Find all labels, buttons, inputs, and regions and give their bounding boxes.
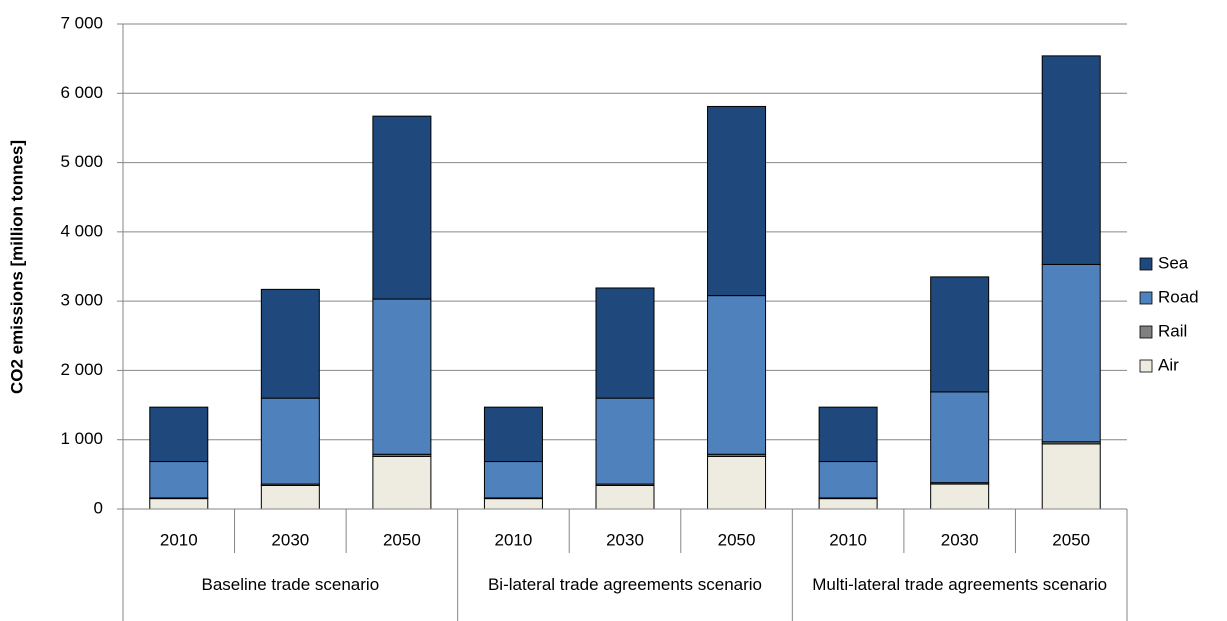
- bar-segment: [372, 455, 432, 510]
- bar-segment: [260, 397, 320, 485]
- bar-segment: [707, 295, 767, 455]
- bar-segment: [372, 115, 432, 300]
- group-label-box: Bi-lateral trade agreements scenario: [487, 575, 762, 594]
- x-tick-label: 2010: [495, 530, 533, 549]
- y-axis-title: CO2 emissions [million tonnes]: [7, 140, 26, 394]
- bar-segment: [483, 461, 543, 499]
- y-tick-label: 3 000: [60, 291, 103, 310]
- legend-swatch: [1139, 291, 1153, 305]
- bar-segment: [149, 498, 209, 510]
- bar-segment: [149, 461, 209, 499]
- bar-segment: [260, 288, 320, 399]
- legend-label: Rail: [1158, 321, 1187, 340]
- group-label: Baseline trade scenario: [201, 575, 380, 594]
- x-tick-label: 2010: [829, 530, 867, 549]
- bar-segment: [149, 406, 209, 463]
- bar-segment: [595, 287, 655, 399]
- bar-segment: [818, 498, 878, 510]
- x-tick-label: 2050: [718, 530, 756, 549]
- bar-segment: [707, 455, 767, 510]
- group-label-box: Baseline trade scenario: [201, 575, 380, 594]
- legend-label: Air: [1158, 355, 1179, 374]
- y-tick-label: 5 000: [60, 152, 103, 171]
- x-tick-label: 2030: [271, 530, 309, 549]
- legend-swatch: [1139, 359, 1153, 373]
- bar-segment: [1041, 55, 1101, 265]
- x-tick-label: 2050: [383, 530, 421, 549]
- group-label: Bi-lateral trade agreements scenario: [487, 575, 762, 594]
- y-tick-label: 7 000: [60, 13, 103, 32]
- bar-segment: [930, 391, 990, 484]
- y-tick-label: 4 000: [60, 221, 103, 240]
- bar-segment: [372, 298, 432, 455]
- y-tick-label: 0: [94, 498, 103, 517]
- bar-segment: [818, 461, 878, 499]
- bar-segment: [483, 498, 543, 510]
- bar-segment: [1041, 263, 1101, 443]
- group-label: Multi-lateral trade agreements scenario: [812, 575, 1108, 594]
- y-tick-label: 6 000: [60, 83, 103, 102]
- y-tick-label: 1 000: [60, 429, 103, 448]
- x-tick-label: 2030: [606, 530, 644, 549]
- legend-swatch: [1139, 257, 1153, 271]
- bar-segment: [707, 105, 767, 297]
- x-tick-label: 2010: [160, 530, 198, 549]
- bar-segment: [818, 406, 878, 463]
- bar-segment: [930, 483, 990, 510]
- bar-segment: [260, 484, 320, 510]
- bar-segment: [595, 397, 655, 485]
- x-tick-label: 2050: [1052, 530, 1090, 549]
- bar-segment: [930, 276, 990, 393]
- x-tick-label: 2030: [941, 530, 979, 549]
- legend-label: Sea: [1158, 253, 1189, 272]
- bar-segment: [595, 484, 655, 510]
- bar-segment: [483, 406, 543, 463]
- legend-label: Road: [1158, 287, 1199, 306]
- legend-swatch: [1139, 325, 1153, 339]
- bar-segment: [1041, 443, 1101, 510]
- group-label-box: Multi-lateral trade agreements scenario: [812, 575, 1108, 594]
- y-tick-label: 2 000: [60, 360, 103, 379]
